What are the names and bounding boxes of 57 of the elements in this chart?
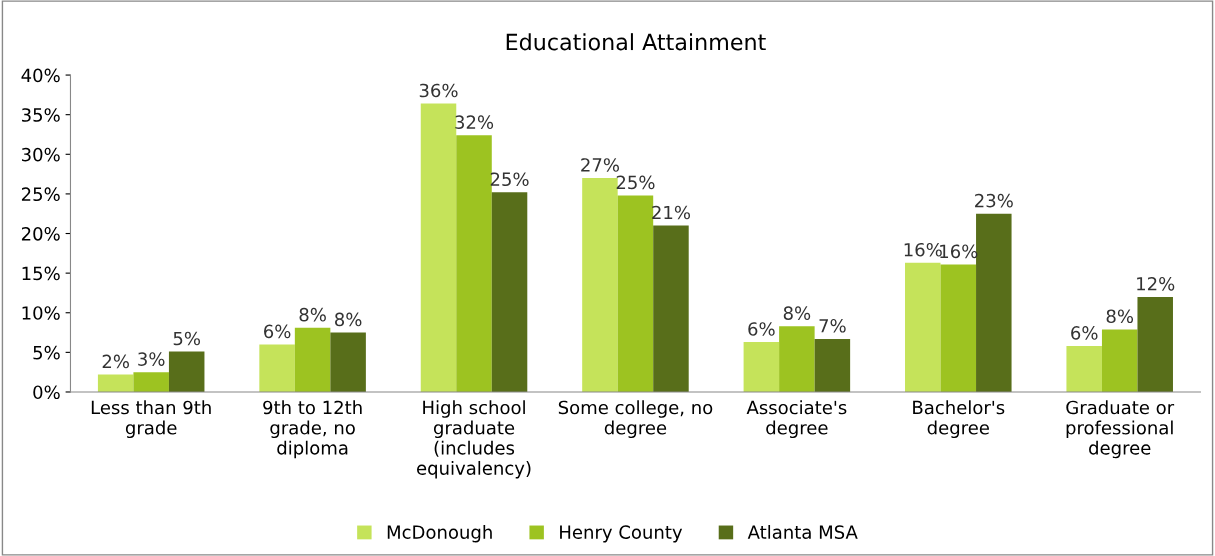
y-tick-label: 30% [21, 147, 60, 162]
data-label: 7% [819, 318, 846, 333]
bar [133, 372, 169, 392]
y-tick-label: 15% [22, 266, 60, 281]
bar [97, 374, 134, 392]
data-label: 8% [299, 307, 326, 322]
bar [779, 326, 815, 392]
bar [1066, 346, 1102, 392]
data-label: 6% [1071, 326, 1098, 340]
x-tick-label: Bachelor's degree [913, 400, 1005, 439]
data-label: 16% [904, 242, 942, 257]
x-tick-label: Graduate or professional degree [1066, 400, 1175, 459]
bar [330, 332, 366, 392]
y-tick-label: 40% [21, 68, 60, 83]
data-label: 3% [138, 352, 165, 366]
legend-label: Atlanta MSA [747, 524, 858, 539]
bar [259, 344, 295, 392]
x-tick-label: Associate's degree [746, 400, 847, 439]
y-tick-label: 0% [33, 385, 60, 400]
chart-title: Educational Attainment [506, 33, 766, 51]
data-label: 23% [975, 193, 1013, 208]
y-tick-label: 5% [33, 345, 60, 360]
data-label: 36% [419, 83, 458, 98]
bar [653, 225, 689, 392]
bar [1101, 329, 1138, 392]
bar [294, 327, 331, 392]
bar [420, 103, 457, 392]
bar [905, 262, 941, 392]
data-label: 5% [173, 331, 201, 346]
x-tick-label: 9th to 12th grade, no diploma [263, 400, 362, 459]
bar [940, 264, 977, 392]
y-tick-label: 20% [21, 226, 60, 241]
legend-label: McDonough [387, 524, 492, 543]
bar [976, 213, 1012, 392]
bar [617, 195, 654, 392]
x-tick-label: Some college, no degree [558, 400, 713, 439]
bar [582, 178, 618, 392]
y-tick-label: 10% [22, 306, 60, 320]
x-tick-label: Less than 9th grade [91, 400, 211, 439]
y-tick-label: 25% [21, 187, 60, 202]
legend-label: Henry County [560, 525, 683, 543]
data-label: 8% [1106, 309, 1134, 324]
bar [1137, 296, 1173, 392]
data-label: 12% [1137, 276, 1175, 291]
data-label: 8% [335, 312, 362, 327]
data-label: 2% [102, 354, 129, 369]
bar [168, 351, 205, 392]
x-tick-label: High school graduate (includes equivalency) [417, 400, 531, 479]
data-label: 6% [264, 324, 291, 339]
data-label: 27% [581, 158, 619, 172]
data-label: 8% [783, 306, 811, 320]
bar [743, 342, 780, 392]
y-tick-label: 35% [21, 108, 60, 122]
data-label: 6% [748, 322, 775, 336]
bar [491, 192, 528, 392]
bar [456, 135, 492, 392]
bar [814, 338, 851, 392]
